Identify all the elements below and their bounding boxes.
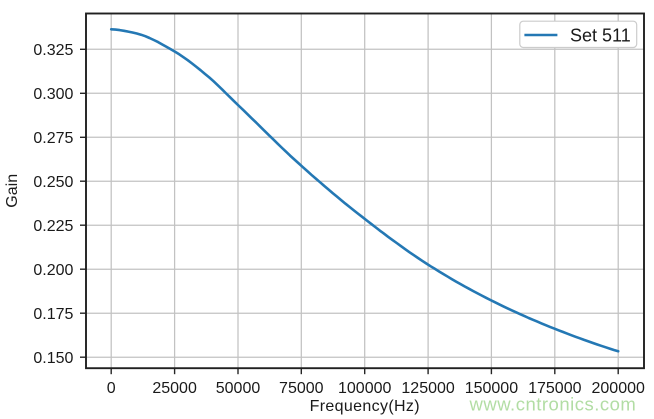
svg-text:0.325: 0.325	[33, 42, 73, 59]
svg-text:Gain: Gain	[4, 174, 21, 208]
svg-text:0.175: 0.175	[33, 306, 73, 323]
svg-text:75000: 75000	[279, 380, 324, 397]
svg-text:0.300: 0.300	[33, 86, 73, 103]
svg-text:150000: 150000	[465, 380, 518, 397]
svg-text:125000: 125000	[401, 380, 454, 397]
svg-text:100000: 100000	[338, 380, 391, 397]
svg-text:0.275: 0.275	[33, 130, 73, 147]
svg-text:Set 511: Set 511	[570, 26, 631, 46]
svg-text:0: 0	[107, 380, 116, 397]
svg-text:50000: 50000	[216, 380, 261, 397]
svg-text:175000: 175000	[528, 380, 581, 397]
svg-text:0.225: 0.225	[33, 218, 73, 235]
svg-text:200000: 200000	[592, 380, 645, 397]
svg-text:0.150: 0.150	[33, 350, 73, 367]
svg-text:Frequency(Hz): Frequency(Hz)	[310, 398, 420, 415]
svg-text:0.200: 0.200	[33, 262, 73, 279]
svg-text:0.250: 0.250	[33, 174, 73, 191]
svg-text:25000: 25000	[152, 380, 197, 397]
svg-text:www.cntronics.com: www.cntronics.com	[469, 393, 637, 414]
